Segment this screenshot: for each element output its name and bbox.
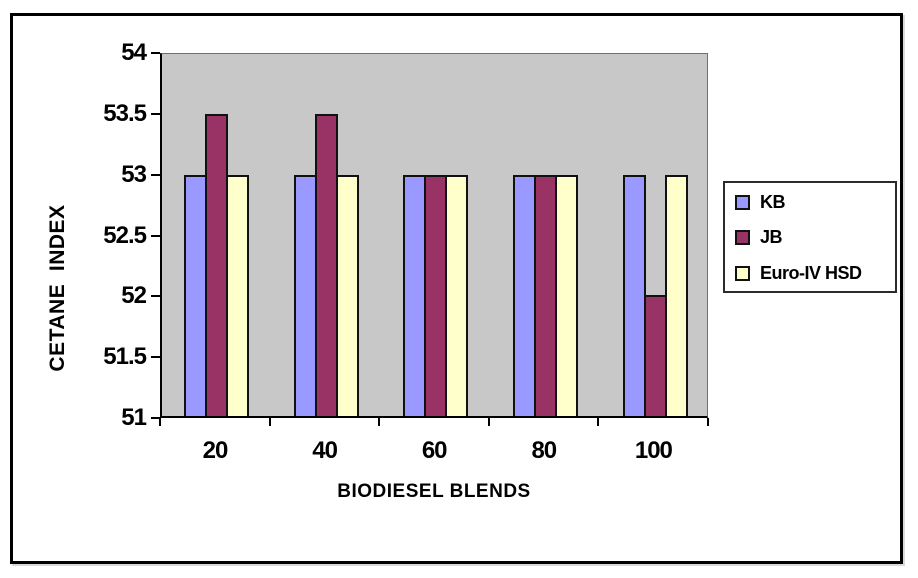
bar-euro-iv-hsd-20 bbox=[226, 174, 250, 416]
bar-euro-iv-hsd-100 bbox=[664, 174, 688, 416]
legend-swatch-kb bbox=[735, 195, 750, 211]
bar-group-100 bbox=[600, 54, 710, 416]
y-tick-label: 52.5 bbox=[103, 221, 147, 249]
y-tick-mark bbox=[151, 234, 160, 237]
bar-jb-80 bbox=[534, 174, 558, 416]
y-tick-label: 53.5 bbox=[103, 99, 147, 127]
y-tick-mark bbox=[151, 356, 160, 359]
legend-entry-kb: KB bbox=[735, 185, 895, 220]
legend: KB JB Euro-IV HSD bbox=[723, 181, 897, 293]
bar-euro-iv-hsd-40 bbox=[335, 174, 359, 416]
bar-jb-20 bbox=[205, 114, 229, 416]
x-tick-label: 20 bbox=[202, 437, 229, 464]
bar-kb-40 bbox=[293, 174, 317, 416]
x-tick-label: 80 bbox=[531, 437, 557, 464]
bar-kb-100 bbox=[622, 174, 646, 416]
bar-euro-iv-hsd-80 bbox=[555, 174, 579, 416]
legend-swatch-euro-iv-hsd bbox=[735, 265, 750, 281]
y-tick-mark bbox=[151, 52, 160, 54]
x-axis-title: BIODIESEL BLENDS bbox=[337, 481, 531, 502]
legend-swatch-jb bbox=[735, 230, 750, 246]
legend-label-kb: KB bbox=[760, 192, 786, 213]
y-tick-label: 52 bbox=[121, 282, 147, 310]
legend-entry-jb: JB bbox=[735, 220, 895, 255]
x-tick-mark bbox=[487, 418, 490, 426]
bar-jb-40 bbox=[314, 114, 338, 416]
x-tick-mark bbox=[159, 418, 161, 426]
x-tick-mark bbox=[597, 418, 600, 426]
y-tick-mark bbox=[151, 417, 160, 419]
bar-group-60 bbox=[381, 54, 491, 416]
bar-jb-60 bbox=[424, 174, 448, 416]
x-tick-mark bbox=[707, 418, 709, 426]
x-tick-label: 60 bbox=[421, 437, 448, 464]
x-tick-mark bbox=[268, 418, 271, 426]
legend-entry-euro-iv-hsd: Euro-IV HSD bbox=[735, 256, 895, 291]
y-tick-label: 51 bbox=[121, 404, 147, 431]
y-tick-label: 51.5 bbox=[103, 343, 147, 371]
legend-label-euro-iv-hsd: Euro-IV HSD bbox=[760, 262, 862, 283]
bar-group-40 bbox=[272, 54, 382, 416]
plot-area bbox=[160, 53, 708, 418]
y-tick-mark bbox=[151, 112, 160, 115]
legend-label-jb: JB bbox=[760, 227, 783, 248]
y-tick-mark bbox=[151, 173, 160, 176]
x-tick-label: 40 bbox=[312, 437, 338, 464]
bar-kb-80 bbox=[513, 174, 537, 416]
bar-euro-iv-hsd-60 bbox=[445, 174, 469, 416]
bar-kb-20 bbox=[184, 174, 208, 416]
y-tick-mark bbox=[151, 295, 160, 298]
x-tick-label: 100 bbox=[634, 437, 673, 464]
bar-group-20 bbox=[162, 54, 272, 416]
y-tick-label: 53 bbox=[121, 160, 147, 188]
x-tick-mark bbox=[378, 418, 381, 426]
bar-kb-60 bbox=[403, 174, 427, 416]
bar-jb-100 bbox=[643, 295, 667, 416]
bar-group-80 bbox=[491, 54, 601, 416]
y-tick-label: 54 bbox=[121, 39, 147, 66]
